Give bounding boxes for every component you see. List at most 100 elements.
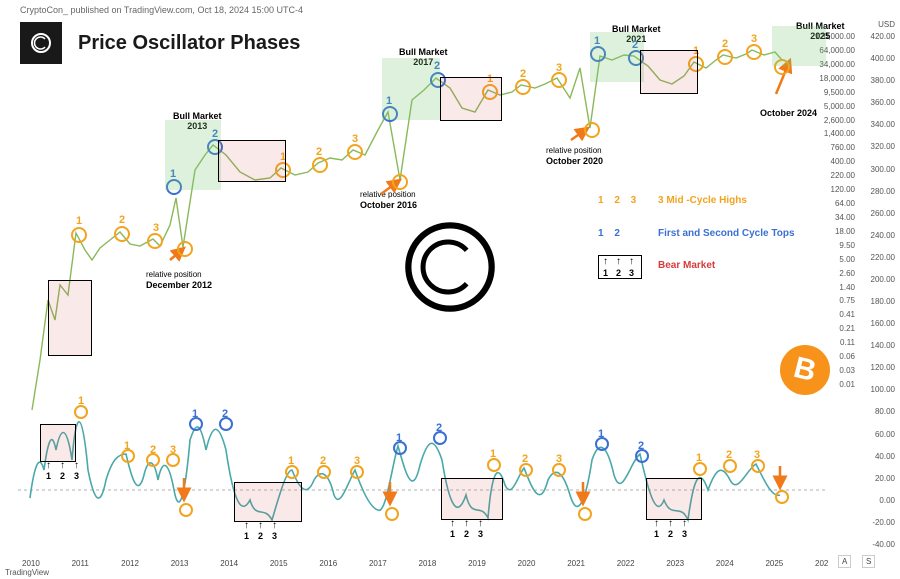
bear-market-box xyxy=(218,140,286,182)
price-axis-label: 2,600.00 xyxy=(824,116,855,125)
bear-phase-num: 2 xyxy=(668,529,673,539)
price-axis-label: 2.60 xyxy=(839,269,855,278)
price-axis-label: 0.11 xyxy=(840,338,855,347)
osc-axis-label: 260.00 xyxy=(871,209,895,218)
cycle-circle xyxy=(189,417,203,431)
logo-c-icon xyxy=(29,31,53,55)
cycle-circle xyxy=(347,144,363,160)
osc-axis-label: 0.00 xyxy=(879,496,895,505)
osc-axis-label: 160.00 xyxy=(871,319,895,328)
axis-scale-button[interactable]: A xyxy=(838,555,851,568)
price-axis-label: 0.06 xyxy=(839,352,855,361)
up-arrow-icon: ↑ xyxy=(450,518,455,529)
cycle-circle xyxy=(487,458,501,472)
price-axis-label: 1.40 xyxy=(839,283,855,292)
osc-axis-label: 360.00 xyxy=(871,98,895,107)
cycle-circle xyxy=(751,459,765,473)
price-axis-label: 0.01 xyxy=(839,380,855,389)
price-axis-label: 5.00 xyxy=(839,255,855,264)
bear-phase-num: 2 xyxy=(464,529,469,539)
cycle-number: 1 xyxy=(76,215,82,227)
bear-market-box xyxy=(48,280,92,356)
bear-phase-num: 3 xyxy=(74,471,79,481)
price-axis-label: 1,400.00 xyxy=(824,129,855,138)
relative-position-date: October 2016 xyxy=(360,200,417,210)
price-axis-label: 18.00 xyxy=(835,227,855,236)
cycle-circle xyxy=(433,431,447,445)
price-axis-label: 0.41 xyxy=(839,310,855,319)
cycle-circle xyxy=(584,122,600,138)
bear-phase-num: 1 xyxy=(654,529,659,539)
logo-box xyxy=(20,22,62,64)
price-axis-label: 220.00 xyxy=(831,171,855,180)
osc-axis-label: 120.00 xyxy=(871,363,895,372)
watermark-icon xyxy=(400,217,500,339)
cycle-circle xyxy=(166,453,180,467)
x-axis-year: 2012 xyxy=(121,559,139,568)
cycle-circle xyxy=(114,226,130,242)
osc-axis-label: 80.00 xyxy=(875,407,895,416)
osc-axis-label: 60.00 xyxy=(875,430,895,439)
cycle-circle xyxy=(392,174,408,190)
up-arrow-icon: ↑ xyxy=(272,520,277,531)
osc-axis-label: 420.00 xyxy=(871,32,895,41)
cycle-circle xyxy=(285,465,299,479)
osc-axis-label: -40.00 xyxy=(872,540,895,549)
osc-axis-label: 180.00 xyxy=(871,297,895,306)
legend-orange-nums: 1 2 3 xyxy=(598,195,640,206)
osc-axis-label: 20.00 xyxy=(875,474,895,483)
cycle-number: 2 xyxy=(119,214,125,226)
x-axis-year: 2010 xyxy=(22,559,40,568)
x-axis-year: 2018 xyxy=(419,559,437,568)
up-arrow-icon: ↑ xyxy=(60,460,65,471)
cycle-circle xyxy=(717,49,733,65)
price-axis-label: 18,000.00 xyxy=(819,74,855,83)
legend-bear: Bear Market xyxy=(658,260,715,271)
bear-phase-num: 1 xyxy=(450,529,455,539)
x-axis-year: 202 xyxy=(815,559,828,568)
relative-position-date: December 2012 xyxy=(146,280,212,290)
osc-axis-label: 200.00 xyxy=(871,275,895,284)
cycle-circle xyxy=(121,449,135,463)
bull-market-zone xyxy=(772,26,826,66)
price-axis-label: 9,500.00 xyxy=(824,88,855,97)
up-arrow-icon: ↑ xyxy=(682,518,687,529)
osc-axis-label: 140.00 xyxy=(871,341,895,350)
osc-axis-label: 240.00 xyxy=(871,231,895,240)
attribution-text: CryptoCon_ published on TradingView.com,… xyxy=(20,5,303,15)
x-axis-year: 2014 xyxy=(220,559,238,568)
osc-axis-label: 40.00 xyxy=(875,452,895,461)
bear-market-box xyxy=(40,424,76,462)
legend-bear-box: ↑↑↑ 123 xyxy=(598,255,642,279)
legend-mid-cycle: 3 Mid -Cycle Highs xyxy=(658,195,747,206)
cycle-circle xyxy=(595,437,609,451)
bitcoin-icon: B xyxy=(780,345,830,395)
bear-phase-num: 3 xyxy=(682,529,687,539)
bear-market-box xyxy=(646,478,702,520)
cycle-circle xyxy=(71,227,87,243)
x-axis-year: 2022 xyxy=(617,559,635,568)
osc-axis-label: 280.00 xyxy=(871,187,895,196)
x-axis-year: 2013 xyxy=(171,559,189,568)
cycle-circle xyxy=(635,449,649,463)
x-axis-year: 2011 xyxy=(72,559,89,568)
axis-scale-button[interactable]: S xyxy=(862,555,875,568)
cycle-circle xyxy=(74,405,88,419)
bear-phase-num: 1 xyxy=(46,471,51,481)
bear-market-box xyxy=(440,77,502,121)
cycle-circle xyxy=(317,465,331,479)
x-axis-year: 2019 xyxy=(468,559,486,568)
bear-market-box xyxy=(234,482,302,522)
up-arrow-icon: ↑ xyxy=(258,520,263,531)
legend-cycle-tops: First and Second Cycle Tops xyxy=(658,228,795,239)
bull-market-zone xyxy=(590,32,644,82)
price-axis-label: 0.03 xyxy=(839,366,855,375)
osc-axis-label: 100.00 xyxy=(871,385,895,394)
relative-position-label: relative position xyxy=(546,146,602,155)
page-title: Price Oscillator Phases xyxy=(78,32,300,55)
x-axis-year: 2017 xyxy=(369,559,387,568)
cycle-circle xyxy=(723,459,737,473)
relative-position-date: October 2024 xyxy=(760,108,817,118)
cycle-circle xyxy=(519,463,533,477)
bull-market-zone xyxy=(165,120,221,190)
